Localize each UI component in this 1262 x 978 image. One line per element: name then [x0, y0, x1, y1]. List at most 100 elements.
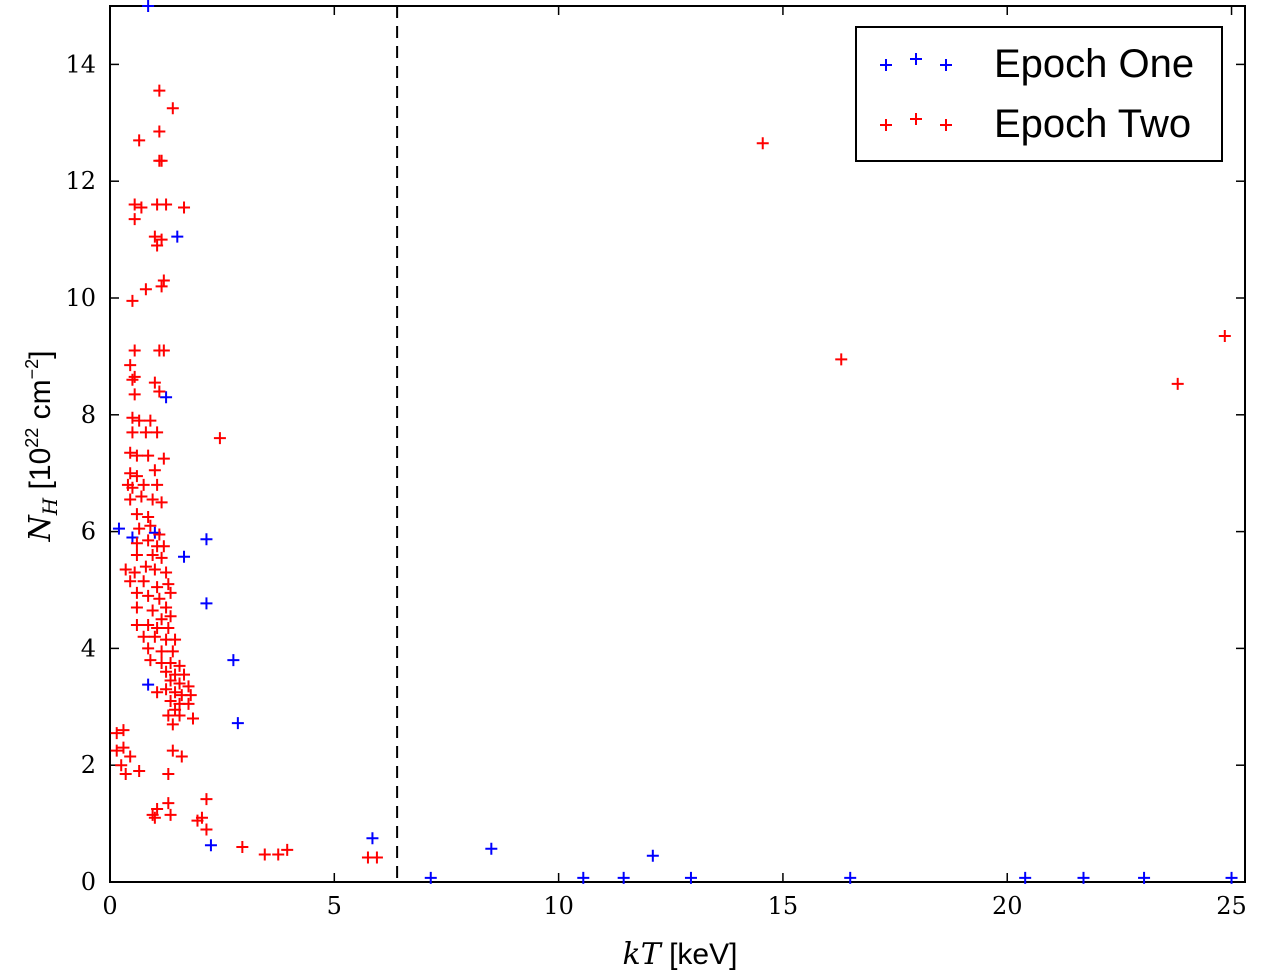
epoch-one-point [204, 839, 217, 852]
epoch-two-point [151, 686, 164, 699]
epoch-two-point [110, 727, 123, 740]
y-axis-label: NH [1022 cm−2] [22, 351, 62, 543]
epoch-one-point [1225, 871, 1238, 884]
epoch-one-point [366, 832, 379, 845]
y-tick-label: 4 [81, 634, 96, 662]
epoch-two-point [124, 575, 137, 588]
epoch-two-point [119, 767, 132, 780]
y-axis-label-italic: N [23, 513, 58, 542]
epoch-two-point [124, 750, 137, 763]
epoch-two-point [157, 274, 170, 287]
epoch-two-point [124, 467, 137, 480]
y-tick-label: 8 [81, 401, 96, 429]
legend-marker-epoch-two [940, 119, 952, 131]
y-tick-label: 10 [65, 284, 96, 312]
epoch-two-point [1171, 377, 1184, 390]
epoch-two-point [126, 426, 139, 439]
x-tick-label: 25 [1216, 892, 1247, 920]
epoch-two-point [130, 619, 143, 632]
epoch-two-point [133, 134, 146, 147]
epoch-two-point [128, 566, 141, 579]
epoch-one-point [485, 842, 498, 855]
epoch-two-point [148, 630, 161, 643]
epoch-two-point [151, 478, 164, 491]
epoch-two-point [130, 449, 143, 462]
epoch-two-point [133, 522, 146, 535]
y-axis-label-sup2: −2 [22, 359, 42, 380]
epoch-two-point [128, 198, 141, 211]
epoch-two-point [110, 744, 123, 757]
epoch-two-point [160, 665, 173, 678]
epoch-one-point [112, 522, 125, 535]
epoch-two-point [153, 385, 166, 398]
epoch-one-point [424, 871, 437, 884]
y-axis-label-rest1: [10 [24, 448, 57, 498]
epoch-two-point [142, 449, 155, 462]
epoch-one-point [200, 597, 213, 610]
epoch-one-point [200, 533, 213, 546]
epoch-two-point [178, 201, 191, 214]
epoch-two-point [137, 630, 150, 643]
epoch-two-point [155, 613, 168, 626]
epoch-two-point [184, 689, 197, 702]
epoch-two-point [155, 280, 168, 293]
epoch-two-point [144, 414, 157, 427]
epoch-two-point [157, 540, 170, 553]
epoch-two-point [126, 481, 139, 494]
x-tick-label: 5 [327, 892, 342, 920]
epoch-two-point [128, 344, 141, 357]
epoch-one-point [1077, 871, 1090, 884]
y-tick-label: 6 [81, 518, 96, 546]
epoch-one-point [142, 0, 155, 12]
epoch-two-point [124, 493, 137, 506]
epoch-two-point [130, 601, 143, 614]
epoch-two-point [160, 566, 173, 579]
epoch-two-point [137, 478, 150, 491]
epoch-one-point [1019, 871, 1032, 884]
epoch-two-point [173, 659, 186, 672]
axis-ticks [109, 6, 1245, 883]
epoch-one-point [231, 717, 244, 730]
epoch-two-point [258, 848, 271, 861]
epoch-two-point [146, 548, 159, 561]
epoch-two-point [144, 519, 157, 532]
epoch-two-point [146, 808, 159, 821]
tick-labels: 0 5 10 15 20 25 0 2 4 6 8 10 12 14 [65, 50, 1246, 920]
epoch-two-point [130, 586, 143, 599]
epoch-two-point [157, 344, 170, 357]
epoch-two-point [162, 767, 175, 780]
epoch-one-point [684, 871, 697, 884]
epoch-two-point [128, 213, 141, 226]
epoch-two-point [191, 814, 204, 827]
epoch-two-point [160, 198, 173, 211]
epoch-two-point [126, 373, 139, 386]
epoch-two-point [148, 464, 161, 477]
epoch-two-point [164, 657, 177, 669]
legend-label-epoch-one: Epoch One [994, 42, 1194, 86]
x-axis-label-rest: [keV] [661, 938, 738, 971]
x-axis-label-italic: kT [623, 937, 663, 972]
epoch-two-point [153, 84, 166, 97]
epoch-two-point [756, 137, 769, 150]
legend-marker-epoch-one [910, 53, 922, 65]
epoch-one-point [178, 550, 191, 563]
epoch-two-point [182, 697, 195, 710]
legend-marker-epoch-two [910, 113, 922, 125]
epoch-two-point [835, 353, 848, 366]
epoch-one-point [1138, 871, 1151, 884]
legend-label-epoch-two: Epoch Two [994, 102, 1191, 146]
epoch-two-point [146, 604, 159, 617]
y-tick-label: 0 [81, 868, 96, 896]
epoch-two-point [130, 548, 143, 561]
epoch-two-point [166, 718, 179, 731]
epoch-two-point [135, 201, 148, 214]
epoch-two-point [164, 610, 177, 623]
epoch-one-point [617, 871, 630, 884]
epoch-two-point [162, 709, 175, 722]
plot-area-frame [109, 5, 1246, 883]
y-tick-label: 14 [65, 50, 96, 78]
y-axis-label-rest3: ] [24, 351, 57, 359]
epoch-two-point [142, 642, 155, 655]
epoch-two-point [139, 560, 152, 573]
x-axis-label: kT [keV] [623, 937, 738, 972]
